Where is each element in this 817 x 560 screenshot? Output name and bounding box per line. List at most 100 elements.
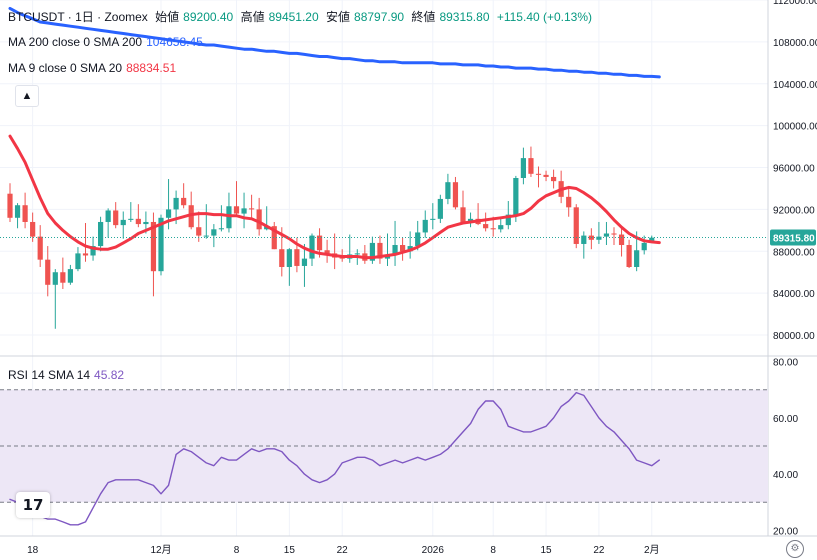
candle-body[interactable] <box>188 205 194 228</box>
candle-body[interactable] <box>249 208 255 210</box>
rsi-axis-label: 60.00 <box>773 414 798 425</box>
candle-body[interactable] <box>528 158 534 174</box>
candle-body[interactable] <box>90 246 96 256</box>
close-value: 89315.80 <box>439 10 490 24</box>
candle-body[interactable] <box>415 232 421 247</box>
candle-body[interactable] <box>218 228 224 230</box>
candle-body[interactable] <box>128 218 134 220</box>
candle-body[interactable] <box>143 221 149 225</box>
candle-body[interactable] <box>98 221 104 247</box>
candle-body[interactable] <box>60 272 66 283</box>
candle-body[interactable] <box>294 249 300 266</box>
candle-body[interactable] <box>551 176 557 182</box>
candle-body[interactable] <box>226 206 232 229</box>
candle-body[interactable] <box>105 210 111 222</box>
candle-body[interactable] <box>52 272 58 285</box>
candle-body[interactable] <box>181 197 187 206</box>
time-axis-label: 18 <box>27 545 39 556</box>
candle-body[interactable] <box>286 249 292 267</box>
candle-body[interactable] <box>377 242 383 259</box>
rsi-legend[interactable]: RSI 14 SMA 14 45.82 <box>8 368 128 382</box>
rsi-line[interactable] <box>9 391 660 526</box>
candle-body[interactable] <box>75 253 81 270</box>
candle-body[interactable] <box>324 250 330 254</box>
candle-body[interactable] <box>573 207 579 244</box>
candle-body[interactable] <box>467 218 474 222</box>
candle-body[interactable] <box>241 208 247 214</box>
ma200-legend[interactable]: MA 200 close 0 SMA 200 104658.45 <box>8 35 207 49</box>
candle-body[interactable] <box>279 249 285 267</box>
candle-body[interactable] <box>309 235 315 259</box>
candle-body[interactable] <box>45 259 51 285</box>
candle-body[interactable] <box>422 219 428 233</box>
candle-body[interactable] <box>513 178 519 215</box>
candle-body[interactable] <box>596 236 602 240</box>
candle-body[interactable] <box>14 205 21 218</box>
price-axis-label: 100000.00 <box>773 122 817 133</box>
candle-body[interactable] <box>22 205 28 222</box>
candle-body[interactable] <box>211 229 217 236</box>
candle-body[interactable] <box>316 235 323 251</box>
time-axis-label: 22 <box>337 545 349 556</box>
ma9-legend[interactable]: MA 9 close 0 SMA 20 88834.51 <box>8 61 180 75</box>
candle-body[interactable] <box>437 198 443 219</box>
candle-body[interactable] <box>7 193 13 218</box>
ma200-line[interactable] <box>8 6 661 79</box>
candle-body[interactable] <box>634 250 640 267</box>
candle-body[interactable] <box>430 218 436 220</box>
candle-body[interactable] <box>82 253 89 256</box>
candle-body[interactable] <box>158 217 164 272</box>
candle-body[interactable] <box>165 209 172 218</box>
symbol-label[interactable]: BTCUSDT · 1日 · Zoomex <box>8 10 148 24</box>
candle-body[interactable] <box>271 226 277 250</box>
candle-body[interactable] <box>543 174 549 177</box>
candle-body[interactable] <box>339 257 345 259</box>
ma9-line[interactable] <box>8 134 661 260</box>
candle-body[interactable] <box>37 236 43 260</box>
candle-body[interactable] <box>460 207 466 222</box>
candle-body[interactable] <box>120 219 126 226</box>
candle-body[interactable] <box>649 237 655 243</box>
candle-body[interactable] <box>233 206 240 214</box>
candle-body[interactable] <box>611 233 617 235</box>
candle-body[interactable] <box>67 269 73 283</box>
rsi-axis-label: 20.00 <box>773 526 798 537</box>
candle-body[interactable] <box>256 209 262 230</box>
candle-body[interactable] <box>498 225 504 230</box>
rsi-axis-label: 40.00 <box>773 470 798 481</box>
candle-body[interactable] <box>354 253 360 255</box>
candle-body[interactable] <box>452 182 459 208</box>
settings-gear-icon[interactable]: ⚙ <box>786 540 804 558</box>
candle-body[interactable] <box>641 242 647 251</box>
candle-body[interactable] <box>400 245 406 252</box>
candle-body[interactable] <box>535 173 542 175</box>
candle-body[interactable] <box>150 221 157 272</box>
candle-body[interactable] <box>626 245 632 267</box>
candle-body[interactable] <box>603 233 610 237</box>
candle-body[interactable] <box>135 218 141 225</box>
tradingview-logo-icon[interactable]: 17 <box>16 492 50 518</box>
candle-body[interactable] <box>392 245 398 255</box>
candle-body[interactable] <box>369 242 375 261</box>
candle-body[interactable] <box>618 234 625 246</box>
candle-body[interactable] <box>301 258 308 266</box>
rsi-axis-label: 80.00 <box>773 358 798 369</box>
candle-body[interactable] <box>173 197 179 210</box>
candle-body[interactable] <box>490 228 496 230</box>
candle-body[interactable] <box>445 182 451 199</box>
candle-body[interactable] <box>520 158 526 178</box>
time-axis-label: 15 <box>540 545 552 556</box>
high-value: 89451.20 <box>268 10 319 24</box>
candle-body[interactable] <box>566 196 572 208</box>
candle-body[interactable] <box>581 235 587 244</box>
ma9-value: 88834.51 <box>126 61 177 75</box>
candle-body[interactable] <box>30 221 36 237</box>
collapse-legend-button[interactable]: ▲ <box>15 85 39 107</box>
candle-body[interactable] <box>113 210 119 226</box>
candle-body[interactable] <box>505 214 511 226</box>
candle-body[interactable] <box>203 235 209 237</box>
candle-body[interactable] <box>483 224 489 229</box>
time-axis-label: 12月 <box>150 544 171 556</box>
candle-body[interactable] <box>196 227 202 236</box>
